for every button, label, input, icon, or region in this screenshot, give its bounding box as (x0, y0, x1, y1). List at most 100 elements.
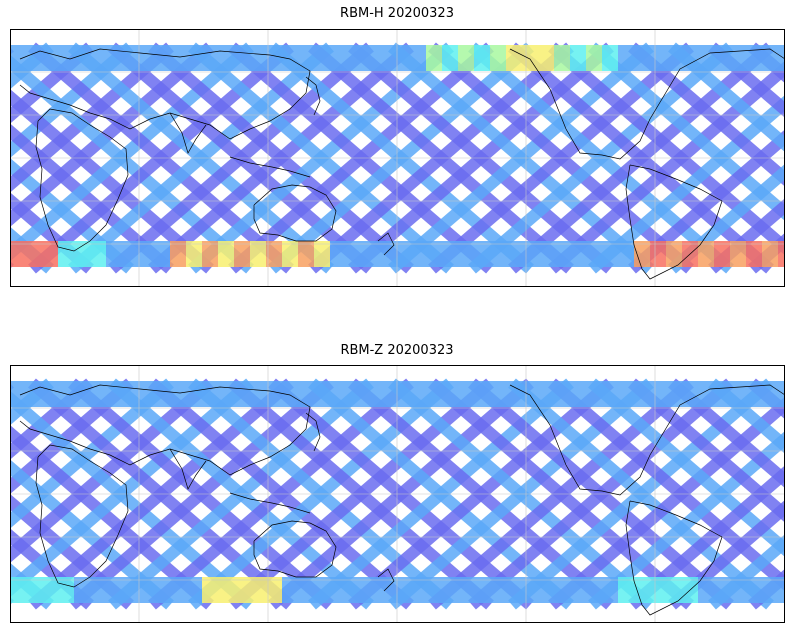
band-cell (618, 45, 634, 71)
band-cell (154, 45, 170, 71)
band-cell (138, 45, 154, 71)
band-cell (426, 241, 442, 267)
band-cell (554, 241, 570, 267)
band-cell (10, 577, 26, 603)
band-cell (730, 45, 746, 71)
band-cell (394, 381, 410, 407)
band-cell (154, 577, 170, 603)
band-cell (266, 45, 282, 71)
band-cell (618, 577, 634, 603)
band-cell (202, 577, 218, 603)
coastline (509, 48, 785, 160)
band-cell (298, 45, 314, 71)
swath-ascending (10, 493, 134, 610)
band-cell (298, 381, 314, 407)
band-cell (426, 45, 442, 71)
band-cell (138, 577, 154, 603)
graticule (10, 29, 785, 287)
band-cell (314, 577, 330, 603)
swath-descending (10, 378, 134, 495)
band-cell (266, 577, 282, 603)
band-cell (138, 241, 154, 267)
band-cell (666, 241, 682, 267)
band-cell (138, 381, 154, 407)
band-cell (442, 381, 458, 407)
band-cell (586, 241, 602, 267)
band-cell (346, 381, 362, 407)
band-cell (10, 45, 26, 71)
band-cell (122, 45, 138, 71)
band-cell (650, 577, 666, 603)
band-cell (314, 241, 330, 267)
band-cell (586, 577, 602, 603)
band-cell (698, 381, 714, 407)
band-cell (298, 241, 314, 267)
band-cell (90, 577, 106, 603)
band-cell (778, 45, 785, 71)
band-cell (330, 45, 346, 71)
band-cell (42, 241, 58, 267)
band-cell (490, 577, 506, 603)
band-cell (170, 241, 186, 267)
band-cell (490, 45, 506, 71)
coastlines (19, 48, 785, 280)
band-cell (202, 381, 218, 407)
band-cell (250, 577, 266, 603)
band-cell (634, 577, 650, 603)
band-cell (234, 381, 250, 407)
swath-ascending (708, 378, 785, 454)
swath-ascending (708, 42, 785, 118)
swath-ascending (10, 528, 94, 610)
coastline (35, 108, 129, 252)
band-cell (602, 241, 618, 267)
coastlines (19, 384, 785, 616)
band-cell (122, 241, 138, 267)
band-cell (746, 577, 762, 603)
swath-ascending (668, 42, 785, 153)
band-cell (378, 577, 394, 603)
band-cell (506, 577, 522, 603)
band-cell (698, 241, 714, 267)
band-cell (522, 241, 538, 267)
band-cell (74, 577, 90, 603)
band-cell (330, 381, 346, 407)
band-cell (698, 45, 714, 71)
band-cell (218, 381, 234, 407)
band-cell (698, 577, 714, 603)
band-cell (570, 45, 586, 71)
south-band (10, 577, 785, 603)
band-cell (618, 241, 634, 267)
coastline (229, 156, 311, 178)
band-cell (330, 577, 346, 603)
swath-descending (668, 499, 785, 610)
band-cell (106, 381, 122, 407)
band-cell (218, 45, 234, 71)
band-cell (122, 381, 138, 407)
coastline (625, 500, 723, 616)
band-cell (714, 45, 730, 71)
band-cell (410, 577, 426, 603)
band-cell (410, 381, 426, 407)
swath-descending (10, 42, 134, 159)
band-cell (602, 381, 618, 407)
band-cell (442, 45, 458, 71)
band-cell (154, 381, 170, 407)
coastline (19, 384, 311, 476)
swath-descending (10, 42, 94, 124)
band-cell (570, 577, 586, 603)
band-cell (682, 45, 698, 71)
band-cell (26, 241, 42, 267)
band-cell (170, 45, 186, 71)
coastline (253, 184, 337, 242)
band-cell (714, 381, 730, 407)
panel-title: RBM-Z 20200323 (340, 343, 454, 358)
band-cell (650, 241, 666, 267)
band-cell (314, 381, 330, 407)
band-cell (730, 577, 746, 603)
band-cell (186, 241, 202, 267)
band-cell (234, 45, 250, 71)
band-cell (394, 577, 410, 603)
band-cell (778, 381, 785, 407)
band-cell (74, 241, 90, 267)
swath-descending (10, 378, 94, 460)
